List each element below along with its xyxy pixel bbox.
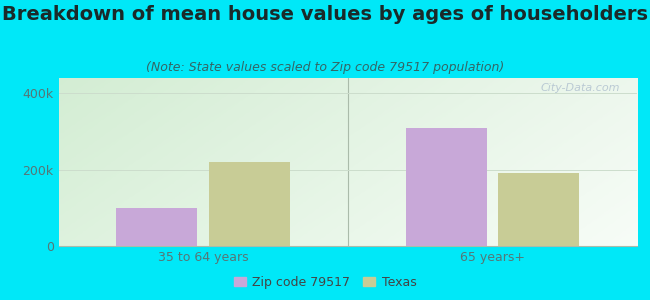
Legend: Zip code 79517, Texas: Zip code 79517, Texas xyxy=(229,271,421,294)
Bar xyxy=(209,162,290,246)
Bar xyxy=(116,208,198,246)
Bar xyxy=(406,128,487,246)
Text: Breakdown of mean house values by ages of householders: Breakdown of mean house values by ages o… xyxy=(2,4,648,23)
Bar xyxy=(498,173,579,246)
Text: (Note: State values scaled to Zip code 79517 population): (Note: State values scaled to Zip code 7… xyxy=(146,61,504,74)
Text: City-Data.com: City-Data.com xyxy=(540,83,619,93)
